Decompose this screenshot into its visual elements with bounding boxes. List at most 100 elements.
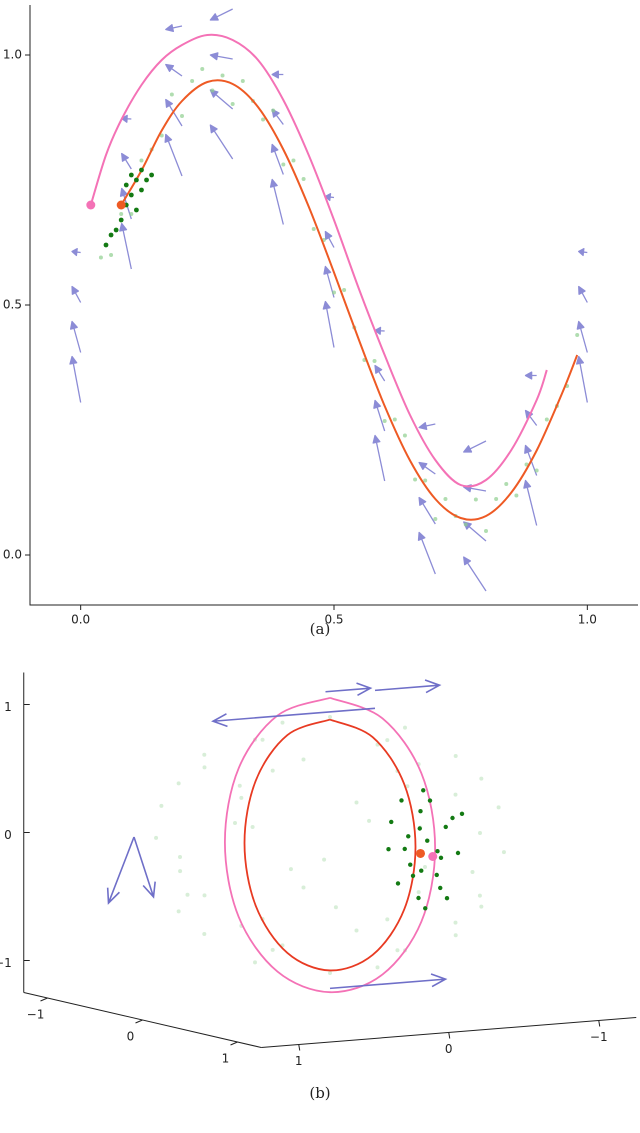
quiver-arrow: [211, 707, 376, 728]
scatter-point: [544, 417, 549, 422]
quiver-arrow: [106, 836, 135, 905]
scatter-point: [202, 765, 207, 770]
quiver-arrow: [329, 973, 448, 990]
z-tick-label: 0: [4, 828, 12, 842]
quiver-arrow: [133, 836, 156, 899]
scatter-point: [118, 217, 124, 223]
x-tick-label: −1: [27, 1008, 45, 1022]
scatter-point: [389, 819, 394, 825]
scatter-point: [240, 79, 245, 83]
scatter-point: [477, 893, 482, 898]
quiver-arrow: [418, 496, 436, 525]
quiver-arrow: [324, 230, 335, 248]
scatter-point: [185, 892, 190, 897]
scatter-point: [301, 177, 306, 181]
scatter-point: [413, 477, 418, 482]
scatter-point: [402, 433, 407, 438]
scatter-point: [385, 917, 390, 922]
start-marker: [428, 852, 438, 861]
scatter-point: [479, 904, 484, 909]
scatter-point: [423, 906, 428, 911]
scatter-point: [178, 855, 182, 859]
quiver-arrow: [324, 193, 335, 202]
scatter-point: [261, 117, 266, 122]
axis-spine: [29, 5, 638, 606]
scatter-point: [473, 497, 478, 502]
scatter-point: [438, 855, 444, 860]
scatter-point: [333, 905, 338, 910]
scatter-point: [139, 187, 144, 193]
scatter-point: [270, 947, 275, 952]
scatter-point: [253, 960, 257, 965]
scatter-point: [367, 818, 372, 823]
scatter-point: [423, 865, 427, 869]
scatter-point: [354, 800, 359, 805]
scatter-point: [418, 809, 423, 814]
scatter-point: [128, 192, 134, 198]
scatter-point: [434, 872, 439, 878]
quiver-arrow: [121, 114, 132, 123]
scatter-point: [575, 333, 580, 337]
scatter-point: [459, 811, 465, 816]
quiver-arrow: [463, 556, 487, 592]
caption: (b): [309, 1084, 330, 1102]
scatter-point: [342, 288, 347, 292]
scatter-point: [288, 867, 293, 872]
quiver-arrow: [578, 285, 588, 303]
quiver-arrow: [70, 320, 82, 353]
scatter-point: [271, 108, 276, 113]
trajectory: [89, 33, 548, 488]
scatter-point: [202, 752, 207, 757]
scatter-point: [463, 522, 468, 527]
scatter-point: [443, 824, 448, 830]
scatter-point: [108, 232, 114, 238]
scatter-point: [453, 933, 458, 938]
quiver-arrow: [325, 682, 373, 697]
panel-b: 1 0 −1 −1 0 1 1 0 −1 (b): [0, 672, 637, 1102]
y-tick-label: 0: [445, 1042, 453, 1056]
scatter-point: [408, 862, 413, 867]
quiver-arrow: [164, 133, 183, 177]
quiver-arrow: [463, 440, 487, 453]
quiver-arrow: [209, 8, 233, 21]
quiver-arrow: [418, 422, 436, 430]
scatter-point: [403, 725, 407, 730]
scatter-point: [425, 838, 430, 843]
scatter-point: [202, 932, 207, 936]
scatter-point: [301, 757, 306, 762]
scatter-point: [270, 768, 275, 773]
scatter-point: [280, 720, 285, 725]
scatter-point: [438, 885, 443, 891]
scatter-point: [301, 885, 306, 890]
quiver-arrow: [209, 52, 233, 61]
scatter-point: [417, 826, 422, 831]
quiver-arrow: [165, 98, 183, 127]
scatter-point: [453, 754, 458, 758]
quiver-arrow: [165, 24, 183, 32]
scatter-point: [455, 850, 461, 856]
scatter-point: [311, 227, 316, 231]
quiver-arrow: [576, 320, 588, 353]
scatter-point: [332, 290, 336, 295]
scatter-point: [328, 715, 332, 719]
scatter-point: [281, 162, 286, 167]
scatter-point: [386, 847, 391, 852]
scatter-point: [395, 881, 401, 886]
scatter-point: [260, 737, 265, 742]
scatter-point: [450, 815, 455, 821]
scatter-point: [200, 67, 205, 71]
scatter-point: [129, 212, 134, 216]
panel-a: 0.0 0.5 1.0 0.0 0.5 1.0 (a): [3, 5, 638, 638]
scatter-point: [354, 928, 359, 933]
scatter-point: [178, 869, 183, 874]
scatter-point: [399, 798, 404, 803]
y-tick-label: −1: [590, 1030, 608, 1044]
scatter-point: [484, 529, 488, 533]
caption: (a): [310, 620, 331, 638]
quiver-arrow: [271, 108, 284, 125]
scatter-point: [405, 784, 410, 789]
scatter-point: [504, 482, 509, 486]
scatter-point: [210, 88, 215, 93]
trajectory: [120, 79, 579, 521]
